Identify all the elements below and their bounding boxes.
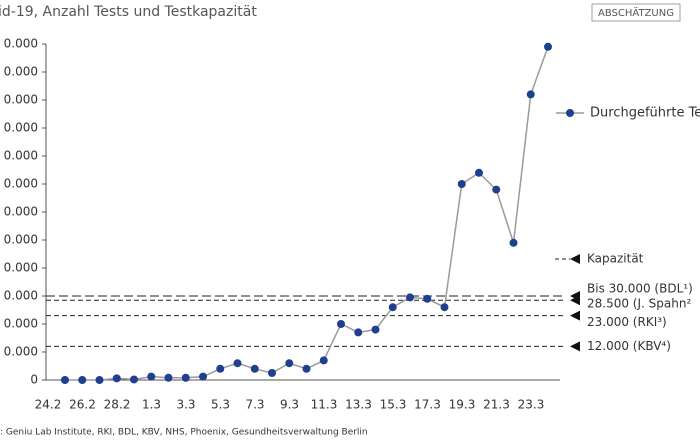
y-tick-label: 0.000 <box>4 345 38 359</box>
x-tick-label: 5.3 <box>211 398 230 412</box>
point <box>319 356 328 365</box>
x-tick-label: 13.3 <box>345 398 372 412</box>
point <box>302 364 311 373</box>
badge: ABSCHÄTZUNG <box>598 6 674 19</box>
point <box>130 375 138 384</box>
capacity-arrow <box>570 341 580 352</box>
x-tick-label: 26.2 <box>69 398 96 412</box>
capacity-legend-arrow <box>570 254 580 264</box>
point <box>440 303 449 312</box>
y-tick-label: 0 <box>30 373 38 387</box>
capacity-label: Bis 30.000 (BDL¹) <box>587 282 693 296</box>
point <box>492 185 501 194</box>
y-tick-label: 0.000 <box>4 149 38 163</box>
x-tick-label: 17.3 <box>414 398 441 412</box>
point <box>181 373 190 382</box>
y-tick-label: 0.000 <box>4 37 38 51</box>
series-line <box>65 46 549 381</box>
point <box>250 364 259 373</box>
capacity-label: 12.000 (KBV⁴) <box>587 339 671 353</box>
y-tick-label: 0.000 <box>4 121 38 135</box>
point <box>475 168 483 177</box>
point <box>147 372 156 381</box>
badge-box <box>591 3 681 22</box>
point <box>337 320 345 328</box>
x-tick-label: 19.3 <box>449 398 476 412</box>
point <box>406 293 414 302</box>
point <box>61 376 69 384</box>
capacity-arrow <box>570 310 580 321</box>
point <box>388 303 397 312</box>
x-tick-label: 11.3 <box>311 398 338 412</box>
point <box>285 359 294 368</box>
x-tick-label: 7.3 <box>245 398 264 412</box>
point <box>164 373 173 382</box>
chart-title: id-19, Anzahl Tests und Testkapazität <box>0 4 257 20</box>
capacity-legend-label: Kapazität <box>587 252 644 266</box>
x-tick-label: 21.3 <box>483 398 510 412</box>
legend-marker <box>566 109 574 117</box>
source: : Geniu Lab Institute, RKI, BDL, KBV, NH… <box>0 428 368 438</box>
capacity-label: 28.500 (J. Spahn² <box>587 297 691 311</box>
x-tick-label: 28.2 <box>104 398 131 412</box>
x-tick-label: 24.2 <box>35 398 62 412</box>
point <box>371 325 380 334</box>
point <box>199 372 207 381</box>
x-tick-label: 3.3 <box>176 398 195 412</box>
x-tick-label: 23.3 <box>518 398 545 412</box>
x-tick-label: 9.3 <box>280 398 299 412</box>
y-tick-label: 0.000 <box>4 261 38 275</box>
point <box>354 328 363 337</box>
capacity-arrow <box>570 295 580 306</box>
point <box>216 364 225 373</box>
y-tick-label: 0.000 <box>4 93 38 107</box>
y-tick-label: 0.000 <box>4 317 38 331</box>
legend-label: Durchgeführte Te <box>590 106 700 121</box>
point <box>78 376 87 384</box>
y-tick-label: 0.000 <box>4 289 38 303</box>
point <box>423 294 432 303</box>
point <box>95 376 104 384</box>
y-tick-label: 0.000 <box>4 65 38 79</box>
point <box>526 90 535 99</box>
y-tick-label: 0.000 <box>4 233 38 247</box>
capacity-label: 23.000 (RKI³) <box>587 315 667 329</box>
point <box>268 369 276 377</box>
point <box>509 238 518 247</box>
x-tick-label: 1.3 <box>142 398 161 412</box>
point <box>112 374 121 383</box>
y-tick-label: 0.000 <box>4 177 38 191</box>
point <box>457 180 466 188</box>
point <box>233 359 242 368</box>
point <box>544 42 552 51</box>
x-tick-label: 15.3 <box>380 398 407 412</box>
y-tick-label: 0.000 <box>4 205 38 219</box>
